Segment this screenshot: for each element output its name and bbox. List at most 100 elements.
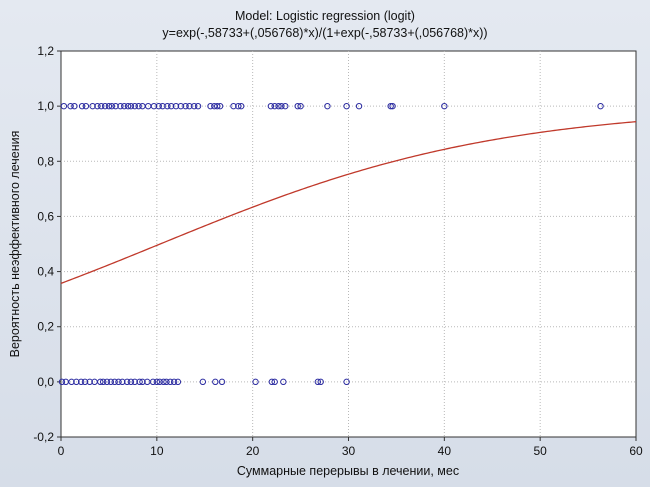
data-point [271,378,278,386]
data-point [101,102,109,110]
data-point [81,378,89,386]
x-tick-label: 20 [246,444,260,458]
data-point [194,102,202,110]
data-point [86,378,93,386]
data-point [235,102,242,110]
data-point [252,378,259,386]
data-point [267,102,275,110]
data-point [186,102,193,110]
data-point [441,102,448,110]
data-point [389,102,396,110]
data-point [60,102,68,110]
x-tick-label: 60 [629,444,643,458]
data-point [155,102,162,110]
data-point [82,102,90,110]
data-point [121,102,128,110]
data-point [218,378,226,386]
data-point [112,102,119,110]
data-point [278,102,285,110]
y-tick-label: 0,8 [37,154,54,168]
data-point [268,378,276,386]
data-point [71,102,78,110]
tick-layer: 0 10 20 30 40 50 60 -0,2 0,0 0,2 0,4 0,6 0,8 1,0 1,2 [33,44,643,458]
y-tick-label: 0,6 [37,209,54,223]
x-tick-label: 30 [342,444,356,458]
y-tick-label: 0,2 [37,320,54,334]
data-point [275,102,282,110]
data-point [164,102,171,110]
data-point [58,378,66,386]
data-point [136,378,143,386]
data-point [119,378,126,386]
data-point [67,102,74,110]
data-point [149,378,157,386]
data-point [163,378,170,386]
data-point [170,378,178,386]
data-point [297,102,304,110]
data-point [282,102,289,110]
data-point [156,378,163,386]
x-tick-label: 10 [150,444,164,458]
data-point [111,378,118,386]
point-layer [58,102,604,386]
y-tick-label: 1,0 [37,99,54,113]
data-point [153,378,161,386]
data-point [280,378,287,386]
data-point [124,102,132,110]
data-point [159,102,166,110]
data-point [131,378,138,386]
x-axis-title: Суммарные перерывы в лечении, мес [237,464,459,478]
data-point [139,378,146,386]
data-point [216,102,224,110]
y-tick-label: 1,2 [37,44,54,58]
data-point [343,378,350,386]
data-point [271,102,278,110]
grid-layer [61,51,636,437]
data-point [387,102,394,110]
data-point [68,378,75,386]
data-point [167,378,174,386]
data-point [98,102,105,110]
data-point [324,102,331,110]
data-point [343,102,350,110]
data-point [317,378,324,386]
data-point [174,378,182,386]
chart-title: Model: Logistic regression (logit) [235,9,415,23]
data-point [160,378,167,386]
data-point [117,102,124,110]
data-point [207,102,214,110]
data-point [182,102,189,110]
x-tick-label: 40 [438,444,452,458]
data-point [135,102,142,110]
data-point [73,378,80,386]
data-point [99,378,107,386]
data-point [230,102,237,110]
y-tick-label: 0,4 [37,265,54,279]
data-point [597,102,604,110]
data-point [89,102,96,110]
y-tick-label: 0,0 [37,375,54,389]
data-point [107,378,115,386]
data-point [214,102,221,110]
data-point [191,102,198,110]
data-point [355,102,363,110]
x-tick-label: 50 [533,444,547,458]
data-point [168,102,175,110]
data-point [77,378,85,386]
data-point [150,102,158,110]
data-point [294,102,301,110]
data-point [314,378,322,386]
data-point [105,102,113,110]
data-point [103,378,111,386]
y-axis-title: Вероятность неэффективного лечения [8,131,22,358]
data-point [237,102,245,110]
data-point [127,102,135,110]
data-point [78,102,86,110]
curve-layer [60,121,637,284]
data-point [123,378,131,386]
data-point [177,102,184,110]
data-point [108,102,115,110]
title-block: Model: Logistic regression (logit) y=exp… [0,8,650,42]
